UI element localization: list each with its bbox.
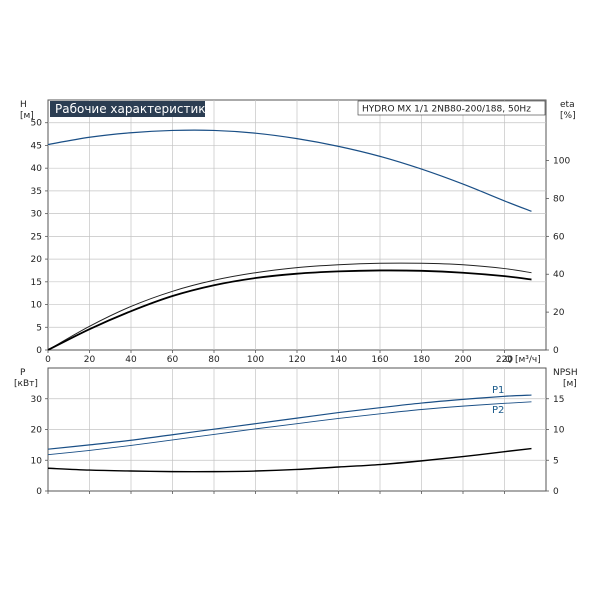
x-tick-label: 180 [413,355,430,365]
top-series-line-2 [47,269,532,351]
y-right-tick-label: 60 [553,232,565,242]
top-grid [48,100,546,350]
bottom-series-line-2 [47,447,532,473]
x-tick-label: 40 [125,355,137,365]
bottom-y-left-tick-label: 10 [31,456,43,466]
x-tick-label: 120 [288,355,305,365]
model-label: HYDRO MX 1/1 2NB80-200/188, 50Hz [362,105,531,115]
x-tick-label: 220 [496,355,513,365]
bottom-chart: 0 10 20 30 0 5 10 15 P [кВт] NPSH [м] P1 P2 [14,367,578,497]
top-chart: 0 20 40 60 80 100 120 140 160 180 200 220 051015202… [20,99,576,365]
top-curves [47,129,532,351]
bottom-left-axis-label-name: P [20,368,26,378]
x-tick-label: 0 [45,355,51,365]
bottom-y-left-tick-label: 20 [31,426,43,436]
bottom-y-left-tick-label: 0 [36,487,42,497]
bottom-series-line-1 [47,401,532,456]
y-left-tick-label: 10 [31,301,43,311]
bottom-y-right-tick-label: 10 [553,426,565,436]
bottom-y-ticks-right: 0 5 10 15 [546,395,565,497]
x-tick-label: 200 [454,355,471,365]
x-tick-label: 60 [167,355,179,365]
bottom-left-axis-label-unit: [кВт] [14,379,38,389]
bottom-right-axis-label-unit: [м] [563,379,577,389]
y-left-tick-label: 20 [31,255,43,265]
top-x-ticks: 0 20 40 60 80 100 120 140 160 180 200 220 [45,350,513,365]
series-label-p2: P2 [492,405,504,416]
bottom-grid [47,368,546,494]
y-right-tick-label: 20 [553,308,565,318]
bottom-y-ticks-left: 0 10 20 30 [31,395,48,497]
top-left-axis-label-name: H [20,100,27,110]
y-left-tick-label: 0 [36,346,42,356]
y-left-tick-label: 45 [31,141,42,151]
x-tick-label: 20 [84,355,96,365]
y-left-tick-label: 25 [31,232,42,242]
top-left-axis-label-unit: [м] [20,111,34,121]
bottom-y-left-tick-label: 30 [31,395,43,405]
x-tick-label: 100 [247,355,264,365]
chart-title: Рабочие характеристики [55,102,213,116]
x-tick-label: 160 [371,355,388,365]
series-label-p1: P1 [492,385,504,396]
y-right-tick-label: 100 [553,157,570,167]
y-left-tick-label: 40 [31,164,43,174]
y-left-tick-label: 30 [31,210,43,220]
y-right-tick-label: 80 [553,194,565,204]
model-box [357,100,546,116]
bottom-series-line-0 [47,394,532,450]
y-left-tick-label: 15 [31,278,42,288]
top-series-line-1 [47,262,532,351]
chart-title-box [50,101,205,117]
y-left-tick-label: 35 [31,187,42,197]
bottom-y-right-tick-label: 5 [553,456,559,466]
x-tick-label: 80 [208,355,220,365]
bottom-right-axis-label-name: NPSH [553,368,578,378]
top-y-ticks-left: 0 5 10 15 20 25 30 35 40 45 50 [31,119,48,356]
top-y-ticks-right: 0 20 40 60 80 100 [546,157,570,356]
top-right-axis-label-name: eta [560,100,575,110]
top-right-axis-label-unit: [%] [560,111,576,121]
x-tick-label: 140 [330,355,347,365]
x-axis-label: Q [м³/ч] [505,355,541,365]
bottom-y-right-tick-label: 15 [553,395,564,405]
bottom-y-right-tick-label: 0 [553,487,559,497]
y-left-tick-label: 5 [36,323,42,333]
bottom-curves [47,394,532,473]
y-right-tick-label: 0 [553,346,559,356]
y-right-tick-label: 40 [553,270,565,280]
top-series-line-0 [47,129,532,212]
y-left-tick-label: 50 [31,119,43,129]
